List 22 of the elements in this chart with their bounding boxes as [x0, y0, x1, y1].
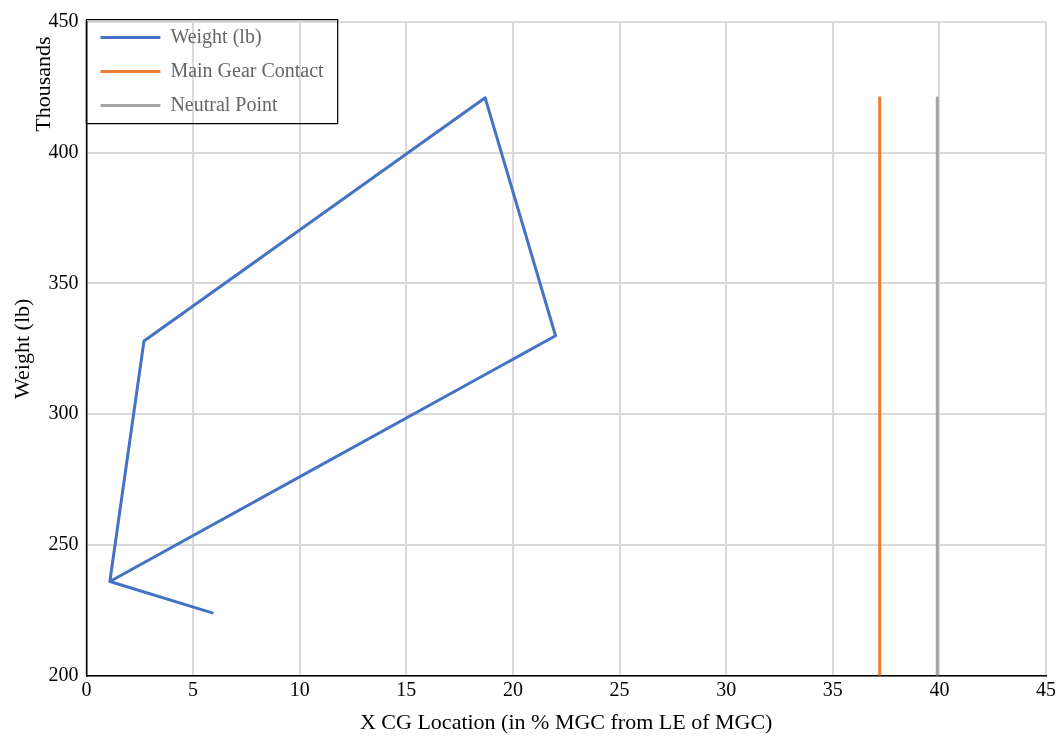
y-axis-title: Weight (lb)	[8, 298, 34, 399]
y-tick-label: 250	[48, 532, 79, 555]
x-tick-label: 25	[609, 677, 630, 700]
text: Thousands	[29, 36, 55, 132]
legend-label: Neutral Point	[170, 92, 279, 115]
x-tick-label: 10	[289, 677, 310, 700]
x-tick-label: 15	[396, 677, 417, 700]
x-axis-title: X CG Location (in % MGC from LE of MGC)	[359, 708, 773, 734]
x-tick-label: 30	[716, 677, 737, 700]
legend-label: Weight (lb)	[170, 24, 262, 48]
y-tick-label: 400	[48, 139, 79, 162]
y-tick-label: 350	[48, 270, 79, 293]
x-tick-label: 35	[822, 677, 843, 700]
legend-label: Main Gear Contact	[170, 58, 325, 81]
y-tick-label: 200	[48, 662, 79, 685]
x-tick-label: 20	[502, 677, 523, 700]
x-tick-label: 40	[929, 677, 950, 700]
x-tick-label: 0	[81, 677, 92, 700]
y-tick-label: 300	[48, 401, 79, 424]
x-tick-label: 45	[1036, 677, 1056, 700]
x-tick-label: 5	[188, 677, 199, 700]
y-tick-label: 450	[48, 9, 79, 32]
